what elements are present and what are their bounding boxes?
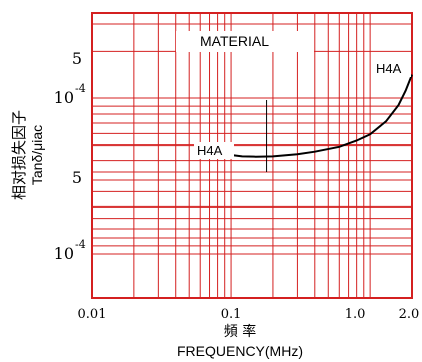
series-label-start: H4A <box>197 143 223 158</box>
y-tick-label: 10 <box>54 88 74 107</box>
x-tick-labels: 0.01 0.1 1.0 2.0 <box>78 307 420 322</box>
series-label-end-box <box>373 60 411 77</box>
y-tick-exponent: -4 <box>75 238 86 251</box>
x-tick-label: 2.0 <box>399 307 420 322</box>
y-tick-label: 5 <box>72 168 82 187</box>
y-tick-exponent: -4 <box>75 82 86 95</box>
y-axis-label-chinese: 相对损失因子 <box>10 110 28 200</box>
series-line-h4a <box>230 74 413 158</box>
series-label-start-box <box>194 142 234 159</box>
x-tick-label: 1.0 <box>345 307 366 322</box>
x-axis-label: FREQUENCY(MHz) <box>177 343 303 359</box>
series-label-end: H4A <box>376 61 402 76</box>
legend-title-box <box>176 31 314 52</box>
y-tick-label: 10 <box>54 244 74 263</box>
x-axis-label-chinese: 頻 率 <box>224 323 256 340</box>
x-tick-label: 0.01 <box>78 307 107 322</box>
y-axis-label: Tanδ/μiac <box>29 125 45 185</box>
y-tick-label: 5 <box>72 49 82 68</box>
plot-grid <box>91 12 413 299</box>
legend-title: MATERIAL <box>200 33 269 49</box>
x-tick-label: 0.1 <box>221 307 242 322</box>
